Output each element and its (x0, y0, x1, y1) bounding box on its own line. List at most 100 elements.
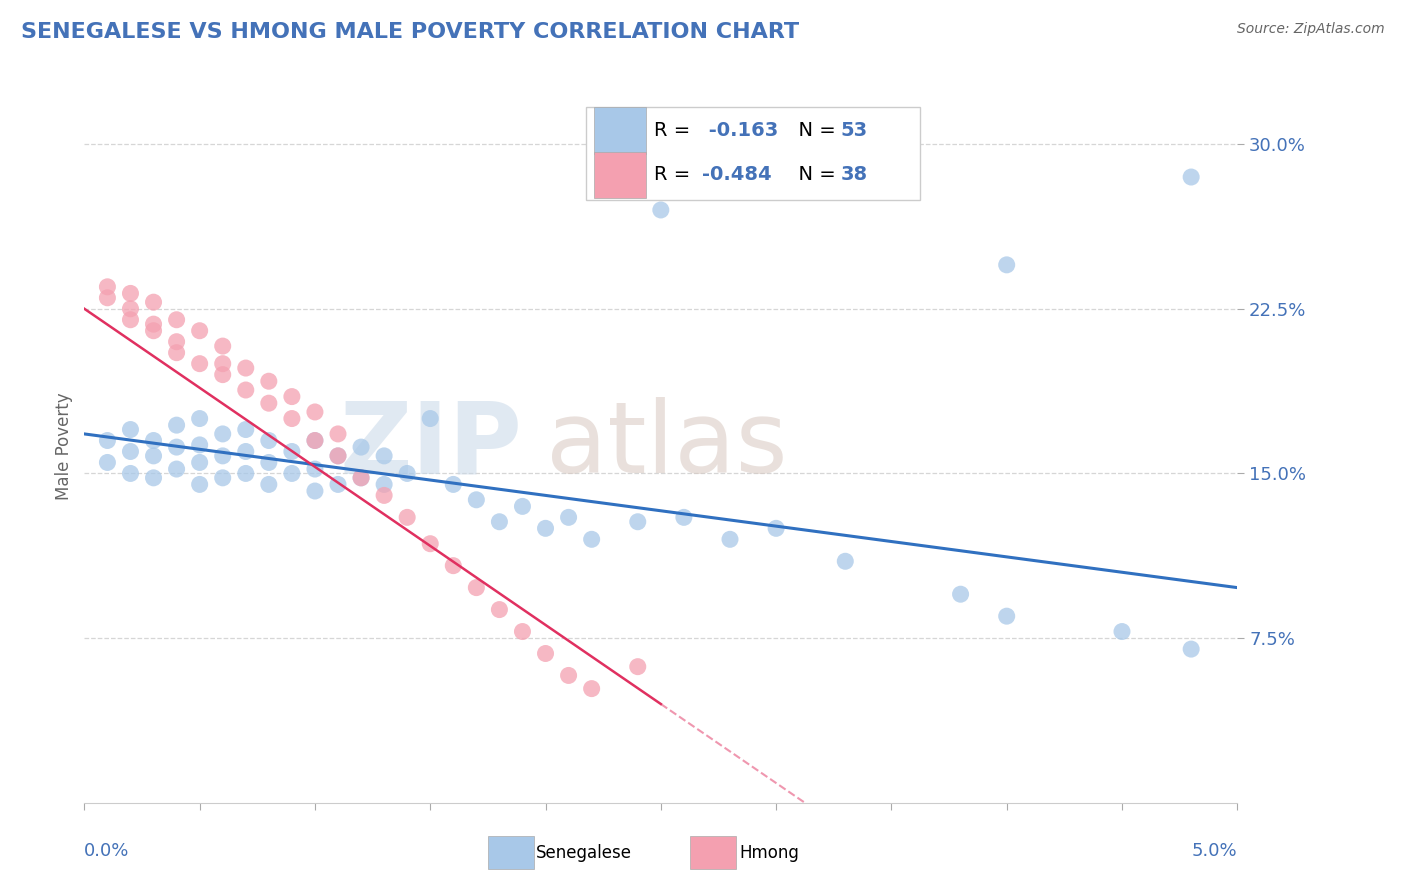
Point (166, 312, 188, 326)
Point (512, 500, 534, 514)
Point (188, 438, 211, 452)
Point (257, 396, 280, 410)
Point (834, 554, 856, 568)
Point (257, 477, 280, 491)
Point (142, 434, 165, 448)
Point (672, 510, 695, 524)
Point (304, 483, 326, 498)
Point (512, 624, 534, 639)
Point (326, 449, 349, 463)
Point (350, 471, 373, 485)
Point (465, 492, 488, 507)
Point (557, 510, 579, 524)
Point (995, 609, 1018, 624)
Text: SENEGALESE VS HMONG MALE POVERTY CORRELATION CHART: SENEGALESE VS HMONG MALE POVERTY CORRELA… (21, 22, 799, 42)
Point (120, 286, 142, 301)
Point (188, 411, 211, 425)
Point (627, 515, 650, 529)
Point (120, 312, 142, 326)
Point (142, 317, 165, 331)
Point (257, 434, 280, 448)
FancyBboxPatch shape (593, 152, 645, 198)
Text: Senegalese: Senegalese (536, 844, 633, 862)
Text: 53: 53 (841, 121, 868, 140)
Point (488, 602, 510, 616)
Point (326, 477, 349, 491)
Point (120, 467, 142, 481)
Point (581, 681, 603, 696)
Point (995, 258, 1018, 272)
Point (257, 374, 280, 388)
Point (373, 477, 395, 491)
Point (166, 345, 188, 359)
Point (120, 423, 142, 437)
Point (373, 488, 395, 502)
Point (211, 449, 233, 463)
Point (235, 467, 257, 481)
Point (350, 471, 373, 485)
Point (166, 334, 188, 349)
Point (326, 426, 349, 441)
Text: N =: N = (786, 165, 842, 185)
Point (373, 449, 395, 463)
Point (1180, 642, 1202, 657)
Point (581, 533, 603, 547)
Point (211, 426, 233, 441)
Point (281, 411, 304, 425)
Text: -0.163: -0.163 (703, 121, 779, 140)
Point (142, 324, 165, 338)
Point (281, 467, 304, 481)
Point (627, 659, 650, 673)
Point (142, 295, 165, 310)
Point (1180, 169, 1202, 184)
Point (120, 301, 142, 316)
Point (441, 477, 464, 491)
Point (350, 440, 373, 454)
Point (257, 455, 280, 469)
Point (304, 405, 326, 419)
Point (211, 471, 233, 485)
Point (142, 471, 165, 485)
Point (166, 462, 188, 476)
Point (534, 521, 557, 535)
Point (304, 462, 326, 476)
Point (120, 444, 142, 458)
Point (188, 357, 211, 371)
FancyBboxPatch shape (593, 107, 645, 153)
Point (96, 455, 118, 469)
Point (188, 455, 211, 469)
Point (96, 280, 118, 294)
Point (96, 434, 118, 448)
Text: R =: R = (654, 121, 696, 140)
Y-axis label: Male Poverty: Male Poverty (55, 392, 73, 500)
Text: R =: R = (654, 165, 696, 185)
Text: 0.0%: 0.0% (84, 842, 129, 860)
Point (1111, 624, 1133, 639)
Point (235, 444, 257, 458)
Point (211, 339, 233, 353)
Point (166, 440, 188, 454)
Point (304, 434, 326, 448)
Point (441, 558, 464, 573)
Text: Hmong: Hmong (740, 844, 799, 862)
Text: Source: ZipAtlas.com: Source: ZipAtlas.com (1237, 22, 1385, 37)
Point (465, 581, 488, 595)
FancyBboxPatch shape (488, 837, 534, 869)
Point (419, 537, 441, 551)
Text: atlas: atlas (546, 398, 787, 494)
Text: 38: 38 (841, 165, 868, 185)
Point (235, 361, 257, 376)
Point (557, 668, 579, 682)
Text: ZIP: ZIP (340, 398, 523, 494)
Point (235, 383, 257, 397)
Point (488, 515, 510, 529)
Point (211, 368, 233, 382)
Point (235, 423, 257, 437)
FancyBboxPatch shape (690, 837, 735, 869)
Point (396, 510, 419, 524)
Point (949, 587, 972, 601)
Text: 5.0%: 5.0% (1192, 842, 1237, 860)
Text: N =: N = (786, 121, 842, 140)
Point (419, 411, 441, 425)
Point (281, 390, 304, 404)
